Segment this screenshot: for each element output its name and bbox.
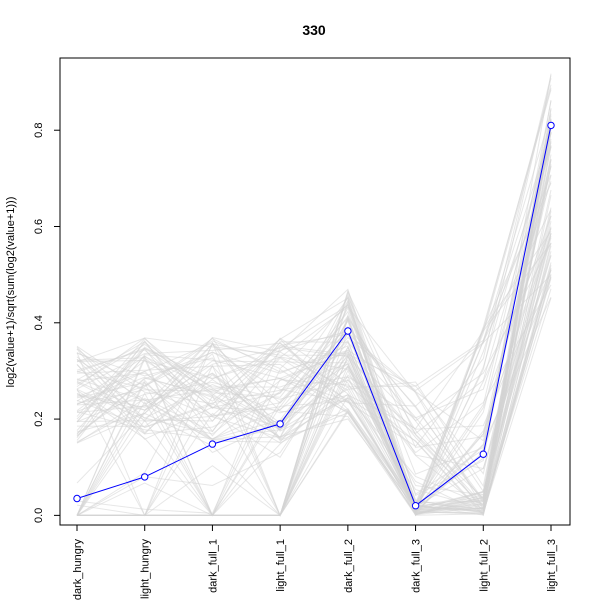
highlight-point [276, 420, 284, 428]
background-series-line [76, 138, 552, 509]
y-tick-label: 0.4 [33, 315, 45, 330]
plot-area-frame [59, 57, 571, 526]
highlight-series-line [76, 125, 552, 507]
background-series-line [76, 284, 552, 454]
background-series-line [77, 84, 552, 516]
background-series-line [76, 207, 552, 516]
background-series-line [77, 232, 552, 517]
highlight-point [208, 440, 217, 448]
x-tick-label: dark_full_1 [207, 539, 219, 593]
chart-title: 330 [302, 22, 326, 38]
y-axis: 0.0 0.2 0.4 0.6 0.8 [33, 123, 60, 523]
background-series-line [77, 269, 552, 517]
background-series-line [76, 189, 552, 516]
highlight-point [141, 473, 149, 481]
x-tick-label: light_full_2 [478, 539, 490, 592]
background-series-line [76, 120, 552, 475]
background-series-line [76, 146, 552, 517]
background-series-line [76, 195, 552, 514]
y-tick-label: 0.6 [33, 219, 45, 234]
highlight-point [344, 327, 352, 335]
y-tick-label: 0.0 [33, 508, 45, 523]
y-tick-label: 0.2 [33, 411, 45, 426]
background-series-line [76, 142, 552, 516]
background-series-group [76, 73, 552, 517]
background-series-line [76, 145, 552, 516]
background-series-line [77, 296, 552, 516]
x-tick-label: light_full_1 [275, 539, 287, 592]
x-tick-label: light_full_3 [546, 539, 558, 592]
background-series-line [76, 120, 552, 506]
background-series-line [76, 109, 552, 502]
x-tick-label: dark_hungry [72, 539, 84, 600]
x-tick-label: light_hungry [140, 539, 152, 599]
background-series-line [76, 126, 552, 502]
background-series-line [76, 210, 552, 511]
background-series-line [76, 274, 552, 402]
x-tick-label: dark_full_2 [343, 539, 355, 593]
background-series-line [76, 132, 552, 510]
background-series-line [76, 146, 552, 488]
y-tick-label: 0.8 [33, 123, 45, 138]
background-series-line [76, 221, 552, 515]
background-series-line [76, 209, 552, 511]
highlight-point [73, 494, 81, 503]
x-axis: dark_hungry light_hungry dark_full_1 light_… [72, 525, 558, 600]
highlight-series-group [73, 121, 555, 510]
background-series-line [76, 215, 552, 509]
background-series-line [76, 174, 552, 410]
highlight-point [479, 450, 487, 458]
x-tick-label: dark_full_3 [411, 539, 423, 593]
background-series-line [76, 131, 552, 504]
y-axis-label: log2(value+1)/sqrt(sum(log2(value+1))) [5, 197, 17, 388]
highlight-point [411, 502, 420, 510]
background-series-line [77, 87, 552, 516]
highlight-point [547, 121, 555, 130]
background-series-line [76, 132, 552, 516]
background-series-line [76, 100, 552, 512]
